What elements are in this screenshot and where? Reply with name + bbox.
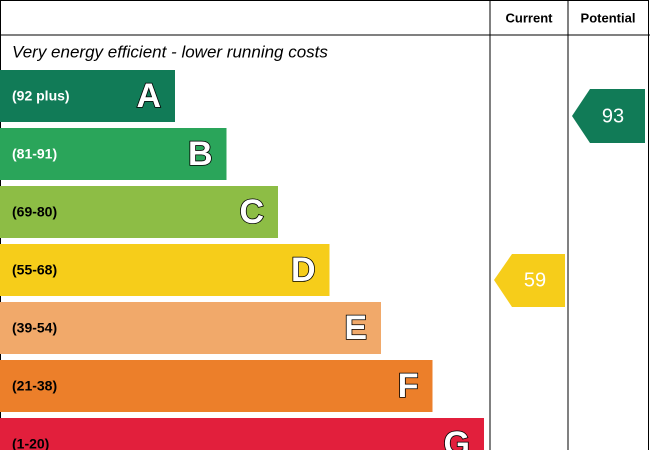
potential-arrow: [572, 89, 645, 143]
band-bar: [0, 360, 433, 412]
band-bar: [0, 418, 484, 450]
current-arrow: [494, 254, 565, 307]
current-value: 59: [524, 269, 546, 291]
band-letter: A: [136, 77, 161, 115]
band-range: (21-38): [12, 378, 57, 394]
band-letter: C: [239, 193, 264, 231]
bands: (92 plus) A (81-91) B (69-80) C (55-68) D (39-54…: [0, 70, 484, 450]
current-header: Current: [506, 10, 554, 25]
band-range: (39-54): [12, 320, 57, 336]
band-range: (1-20): [12, 436, 49, 450]
band-bar: [0, 70, 175, 122]
band-range: (92 plus): [12, 88, 70, 104]
band-range: (55-68): [12, 262, 57, 278]
band-bar: [0, 128, 227, 180]
band-letter: E: [344, 309, 367, 347]
potential-value: 93: [602, 105, 624, 127]
band-letter: G: [444, 425, 470, 450]
band-bar: [0, 186, 278, 238]
arrows: 59 93: [494, 89, 645, 307]
potential-header: Potential: [581, 10, 636, 25]
band-letter: F: [398, 367, 419, 405]
band-bar: [0, 302, 381, 354]
band-range: (81-91): [12, 146, 57, 162]
note: Very energy efficient - lower running co…: [12, 42, 328, 61]
band-letter: B: [188, 135, 213, 173]
band-letter: D: [291, 251, 316, 289]
band-range: (69-80): [12, 204, 57, 220]
band-bar: [0, 244, 330, 296]
